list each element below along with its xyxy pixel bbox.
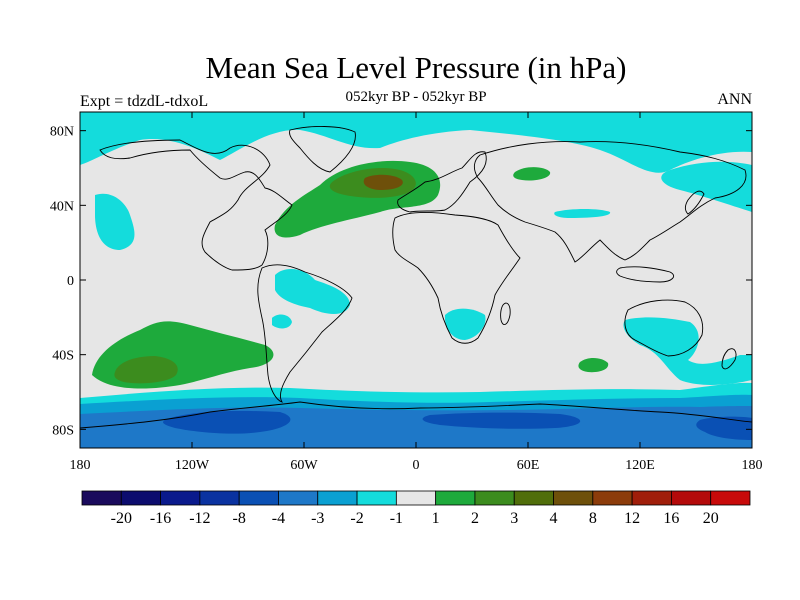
coastline-antarctica — [80, 401, 752, 429]
coastline-asia — [473, 141, 747, 263]
contour-samerica-cyan-2 — [272, 314, 292, 329]
colorbar-swatch — [671, 490, 712, 506]
colorbar-label: -12 — [189, 510, 210, 527]
lat-tick-label: 80N — [50, 125, 74, 140]
lon-tick-label: 180 — [70, 458, 91, 473]
colorbar-swatch — [553, 490, 594, 506]
colorbar-label: 20 — [703, 510, 719, 527]
colorbar-swatch — [317, 490, 358, 506]
lon-tick-label: 120W — [175, 458, 210, 473]
season-label: ANN — [717, 91, 752, 108]
contour-pacific-cyan — [661, 161, 752, 212]
colorbar-label: 12 — [624, 510, 640, 527]
contour-safrica-cyan — [444, 308, 486, 340]
colorbar-label: 4 — [550, 510, 558, 527]
colorbar-label: 8 — [589, 510, 597, 527]
colorbar-swatch — [238, 490, 279, 506]
coastlines — [80, 126, 752, 429]
colorbar-swatch — [278, 490, 319, 506]
contour-arctic-cyan — [80, 112, 752, 173]
coastline-greenland — [289, 126, 356, 173]
page-subtitle: 052kyr BP - 052kyr BP — [345, 89, 487, 105]
contour-antarctica-deep — [163, 410, 291, 434]
colorbar: -20 -16 -12 -8 -4 -3 -2 -1 1 2 3 4 8 12 16 20 — [81, 490, 751, 527]
colorbar-swatch — [474, 490, 515, 506]
coastline-japan — [684, 190, 705, 215]
colorbar-swatch — [81, 490, 122, 506]
lat-tick-label: 40S — [52, 349, 74, 364]
colorbar-swatch — [592, 490, 633, 506]
coastline-new-zealand — [721, 348, 737, 370]
colorbar-label: 1 — [432, 510, 440, 527]
colorbar-swatch — [513, 490, 554, 506]
colorbar-swatch — [199, 490, 240, 506]
colorbar-label: -8 — [233, 510, 246, 527]
coastline-south-america — [257, 264, 353, 403]
colorbar-label: 3 — [510, 510, 518, 527]
colorbar-swatch — [435, 490, 476, 506]
contour-spacific-olive — [114, 356, 178, 384]
lon-tick-label: 120E — [625, 458, 655, 473]
coastline-australia — [624, 299, 704, 357]
lon-tick-label: 60E — [517, 458, 540, 473]
contour-russia-green — [513, 167, 551, 181]
colorbar-swatch — [356, 490, 397, 506]
colorbar-label: 2 — [471, 510, 479, 527]
coastline-europe — [397, 151, 487, 213]
contour-natlantic-brown — [363, 174, 403, 190]
colorbar-swatch — [631, 490, 672, 506]
lon-tick-label: 180 — [742, 458, 763, 473]
map-axis-ticks: 80N 40N 0 40S 80S 180 120W 60W 0 60E 120E 180 — [50, 112, 763, 473]
contour-indian-green — [578, 357, 609, 373]
colorbar-label: -16 — [150, 510, 171, 527]
colorbar-swatch — [710, 490, 751, 506]
coastline-africa — [392, 211, 521, 344]
contour-asia-cyan — [554, 209, 611, 218]
lat-tick-label: 0 — [67, 274, 74, 289]
colorbar-label: -20 — [111, 510, 132, 527]
contour-npacific-cyan — [95, 193, 135, 250]
experiment-label: Expt = tdzdL-tdxoL — [80, 93, 209, 110]
page-title: Mean Sea Level Pressure (in hPa) — [205, 50, 627, 85]
lon-tick-label: 0 — [413, 458, 420, 473]
colorbar-label: -3 — [311, 510, 324, 527]
colorbar-swatch — [120, 490, 161, 506]
colorbar-swatch — [395, 490, 437, 506]
colorbar-label: -1 — [390, 510, 403, 527]
colorbar-label: -2 — [350, 510, 363, 527]
coastline-north-america — [99, 139, 293, 271]
contour-antarctica-deep-3 — [696, 416, 752, 440]
map-plot-area — [80, 112, 752, 448]
coastline-madagascar — [500, 302, 511, 326]
contour-antarctica-deep-2 — [422, 412, 581, 429]
coastline-indonesia — [616, 266, 674, 283]
colorbar-label: -4 — [272, 510, 285, 527]
colorbar-label: 16 — [663, 510, 679, 527]
lat-tick-label: 80S — [52, 423, 74, 438]
colorbar-swatch — [160, 490, 201, 506]
lat-tick-label: 40N — [50, 199, 74, 214]
lon-tick-label: 60W — [290, 458, 318, 473]
contour-samerica-cyan — [275, 268, 350, 314]
contour-australia-cyan — [623, 317, 752, 385]
